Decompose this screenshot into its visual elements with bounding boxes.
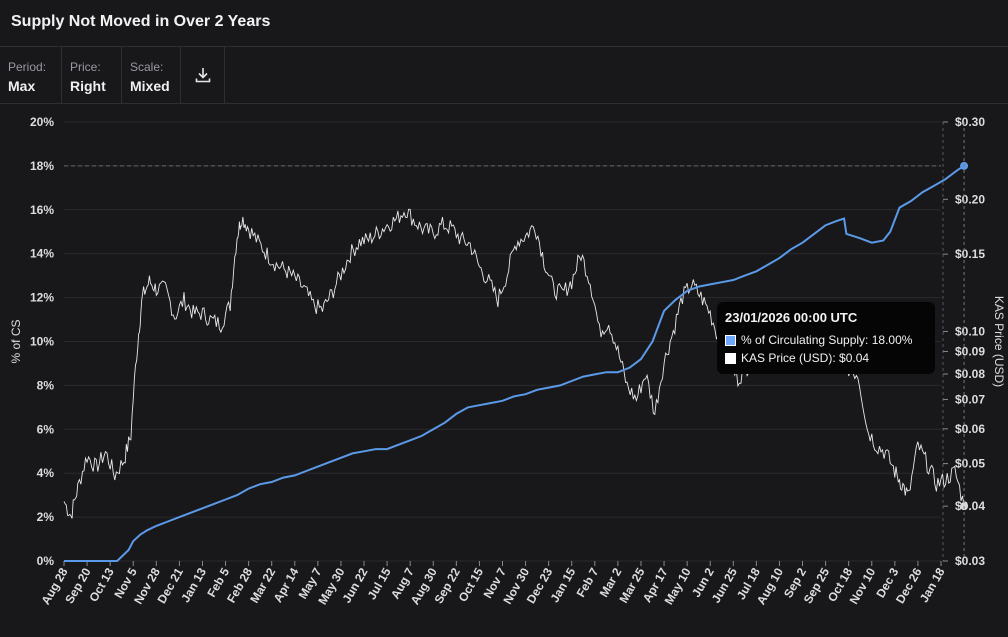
y-left-title: % of CS <box>9 319 23 363</box>
chart-tooltip: 23/01/2026 00:00 UTC % of Circulating Su… <box>717 302 935 374</box>
scale-label: Scale: <box>130 60 164 74</box>
y-left-tick-label: 0% <box>37 554 55 568</box>
x-tick-label: Jul 15 <box>365 565 394 602</box>
tooltip-row-supply: % of Circulating Supply: 18.00% <box>725 331 927 349</box>
y-left-tick-label: 4% <box>37 466 55 480</box>
tooltip-price-label: KAS Price (USD): $0.04 <box>741 351 870 365</box>
y-left-tick-label: 6% <box>37 422 55 436</box>
y-left-tick-label: 12% <box>30 291 54 305</box>
y-left-tick-label: 16% <box>30 203 54 217</box>
scale-value: Mixed <box>130 78 170 94</box>
y-right-tick-label: $0.15 <box>955 247 985 261</box>
y-right-tick-label: $0.06 <box>955 422 985 436</box>
y-right-tick-label: $0.09 <box>955 345 985 359</box>
y-left-tick-label: 20% <box>30 115 54 129</box>
tooltip-supply-label: % of Circulating Supply: 18.00% <box>741 333 913 347</box>
title-bar: Supply Not Moved in Over 2 Years <box>0 0 1008 47</box>
price-selector[interactable]: Price: Right <box>62 47 122 103</box>
x-tick-label: Feb 7 <box>574 565 602 599</box>
period-value: Max <box>8 78 36 94</box>
price-label: Price: <box>70 60 101 74</box>
tooltip-title: 23/01/2026 00:00 UTC <box>725 310 858 325</box>
price-swatch <box>725 352 736 364</box>
download-icon <box>195 68 210 83</box>
supply-chart: 0% 2% 4% 6% 8% 10% 12% 14% 16% 18% 20% $0.03 $0.04 $0… <box>9 115 1006 607</box>
chart-controls: Period: Max Price: Right Scale: Mixed <box>0 47 1008 104</box>
y-left-tick-label: 10% <box>30 335 54 349</box>
y-right-tick-label: $0.08 <box>955 367 985 381</box>
supply-swatch <box>725 334 736 346</box>
scale-selector[interactable]: Scale: Mixed <box>122 47 181 103</box>
y-left-tick-label: 2% <box>37 510 55 524</box>
price-value: Right <box>70 78 106 94</box>
y-right-tick-label: $0.04 <box>955 499 985 513</box>
y-right-tick-label: $0.07 <box>955 392 985 406</box>
y-right-title: KAS Price (USD) <box>992 296 1006 387</box>
series-line-supply <box>64 165 965 562</box>
y-right-tick-label: $0.05 <box>955 457 985 471</box>
period-label: Period: <box>8 60 47 74</box>
y-right-tick-label: $0.10 <box>955 324 985 338</box>
y-left-tick-label: 14% <box>30 247 54 261</box>
y-right-tick-label: $0.03 <box>955 554 985 568</box>
y-left-tick-label: 18% <box>30 159 54 173</box>
tooltip-row-price: KAS Price (USD): $0.04 <box>725 349 927 367</box>
page-title: Supply Not Moved in Over 2 Years <box>11 13 271 30</box>
y-left-tick-label: 8% <box>37 378 55 392</box>
y-right-tick-label: $0.30 <box>955 115 985 129</box>
download-button[interactable] <box>181 47 225 103</box>
period-selector[interactable]: Period: Max <box>0 47 62 103</box>
y-right-tick-label: $0.20 <box>955 192 985 206</box>
